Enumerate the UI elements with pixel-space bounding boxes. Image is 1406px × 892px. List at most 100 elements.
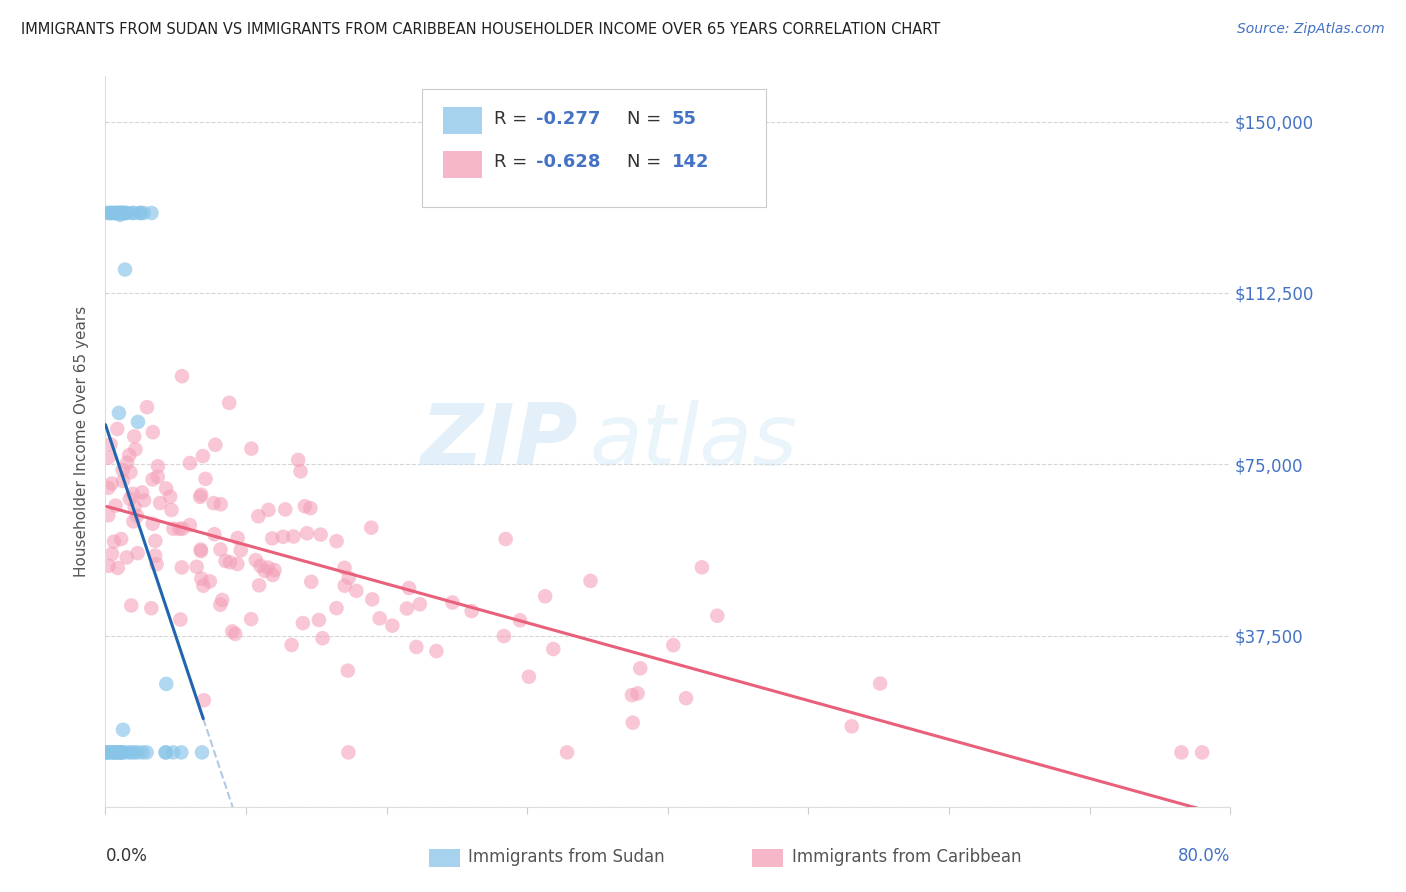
Point [295,526,318,541]
Point [495,532,517,546]
Point [115,206,138,220]
Point [96,206,118,220]
Point [209,542,232,557]
Point [124,500,146,514]
Point [202,527,225,541]
Point [706,608,728,623]
Point [136,400,159,414]
Point [100,437,122,451]
Point [159,490,181,504]
Point [103,746,125,760]
Point [170,746,193,760]
Text: N =: N = [627,110,666,128]
Y-axis label: Householder Income Over 65 years: Householder Income Over 65 years [75,306,90,577]
Point [245,553,267,567]
Point [121,206,143,220]
Point [128,206,150,220]
Point [263,563,285,577]
Point [100,476,122,491]
Text: 55: 55 [672,110,697,128]
Point [110,746,132,760]
Point [114,262,136,277]
Point [101,547,124,561]
Point [108,746,131,760]
Point [398,581,420,595]
Point [247,509,270,524]
Point [108,208,131,222]
Point [160,503,183,517]
Point [141,601,163,615]
Point [96,746,118,760]
Point [100,206,122,220]
Point [534,589,557,603]
Point [105,422,128,436]
Point [253,564,276,578]
Point [115,550,138,565]
Point [287,453,309,467]
Point [97,481,120,495]
Point [579,574,602,588]
Point [105,206,128,220]
Point [132,206,155,220]
Point [155,677,177,691]
Point [170,369,193,384]
Point [131,485,153,500]
Point [170,560,193,574]
Point [112,746,135,760]
Point [219,555,242,569]
Point [162,746,184,760]
Point [120,599,142,613]
Point [381,618,404,632]
Point [325,534,347,549]
Point [509,613,531,627]
Point [141,206,163,220]
Point [155,746,177,760]
Text: 142: 142 [672,153,710,171]
Point [98,206,121,220]
Point [122,514,145,528]
Point [155,746,177,760]
Point [122,746,145,760]
Point [262,532,284,546]
Text: 0.0%: 0.0% [105,847,148,865]
Point [294,500,316,514]
Point [110,206,132,220]
Point [368,611,391,625]
Text: N =: N = [627,153,666,171]
Point [112,206,135,220]
Point [101,206,124,220]
Point [425,644,447,658]
Point [405,640,427,654]
Point [193,693,215,707]
Point [191,449,214,463]
Point [179,456,201,470]
Point [190,572,212,586]
Point [299,501,322,516]
Point [122,206,145,220]
Point [202,496,225,510]
Point [325,601,347,615]
Point [626,686,648,700]
Point [226,531,249,545]
Point [460,604,482,618]
Point [118,746,141,760]
Point [257,560,280,574]
Point [280,638,302,652]
Point [100,746,122,760]
Point [97,450,120,465]
Point [395,601,418,615]
Point [291,616,314,631]
Point [120,465,142,479]
Point [290,464,312,478]
Point [240,442,263,456]
Point [262,568,284,582]
Point [257,503,280,517]
Point [690,560,713,574]
Point [249,558,271,573]
Point [194,472,217,486]
Point [190,544,212,558]
Text: IMMIGRANTS FROM SUDAN VS IMMIGRANTS FROM CARIBBEAN HOUSEHOLDER INCOME OVER 65 YE: IMMIGRANTS FROM SUDAN VS IMMIGRANTS FROM… [21,22,941,37]
Text: R =: R = [494,110,533,128]
Point [118,448,141,462]
Point [115,456,138,470]
